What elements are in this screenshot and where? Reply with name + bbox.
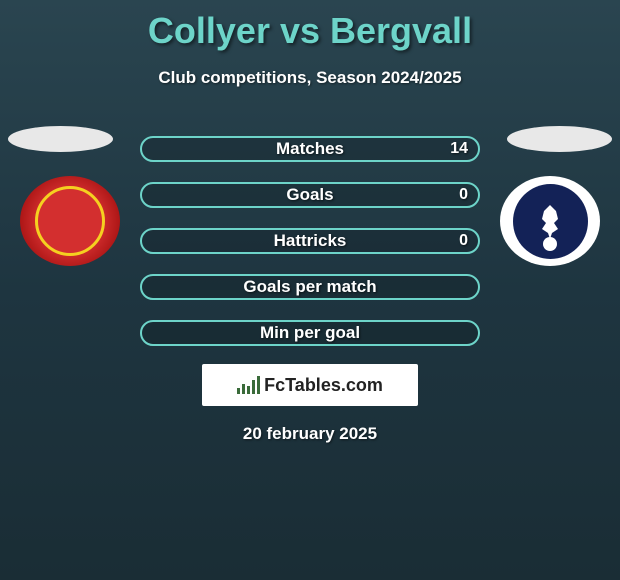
stat-label: Hattricks <box>274 231 347 251</box>
stat-label: Goals <box>286 185 333 205</box>
date-label: 20 february 2025 <box>0 424 620 444</box>
stat-label: Matches <box>276 139 344 159</box>
right-player-avatar <box>507 126 612 152</box>
stat-label: Goals per match <box>243 277 376 297</box>
stat-row-goals-per-match: Goals per match <box>140 274 480 300</box>
shield-icon <box>35 186 105 256</box>
subtitle: Club competitions, Season 2024/2025 <box>0 68 620 88</box>
bar-chart-icon <box>237 376 260 394</box>
logo-text: FcTables.com <box>264 375 383 396</box>
page-title: Collyer vs Bergvall <box>0 0 620 52</box>
stat-row-matches: Matches 14 <box>140 136 480 162</box>
stat-value-right: 14 <box>450 140 468 158</box>
left-club-badge <box>20 176 120 266</box>
stat-row-min-per-goal: Min per goal <box>140 320 480 346</box>
cockerel-icon <box>513 184 588 259</box>
fctables-logo: FcTables.com <box>202 364 418 406</box>
stat-value-right: 0 <box>459 232 468 250</box>
stat-value-right: 0 <box>459 186 468 204</box>
right-club-badge <box>500 176 600 266</box>
left-player-avatar <box>8 126 113 152</box>
stat-row-goals: Goals 0 <box>140 182 480 208</box>
stat-label: Min per goal <box>260 323 360 343</box>
stat-row-hattricks: Hattricks 0 <box>140 228 480 254</box>
